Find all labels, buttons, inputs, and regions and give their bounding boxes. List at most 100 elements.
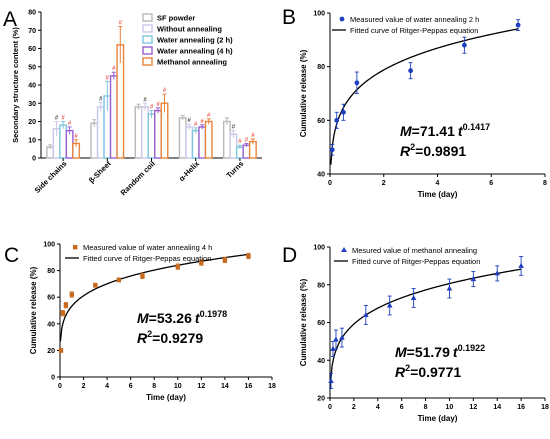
bar xyxy=(90,122,99,159)
data-point xyxy=(222,257,228,263)
y-tick-label: 10 xyxy=(28,137,36,144)
equation-part: t xyxy=(195,310,201,326)
panel-b-release-chart: 40 60 80 100 0 2 4 6 8 Time (day) Cumulative relea… xyxy=(299,11,547,200)
bar xyxy=(147,113,156,159)
data-point xyxy=(199,260,204,265)
panel-letter-c: C xyxy=(4,244,19,267)
data-point xyxy=(329,147,335,153)
significance-mark: # xyxy=(188,118,192,124)
data-point xyxy=(333,336,339,342)
data-point xyxy=(470,276,477,282)
significance-mark: # xyxy=(112,66,116,72)
x-tick-label: 14 xyxy=(221,383,229,390)
x-tick-label: 0 xyxy=(328,404,332,411)
data-point xyxy=(410,294,417,300)
equation-part: =53.26 xyxy=(149,310,192,326)
x-tick-label: 6 xyxy=(489,180,493,187)
fitted-curve xyxy=(329,268,522,386)
significance-mark: # xyxy=(74,134,78,140)
fitted-curve xyxy=(330,28,519,165)
significance-mark: # xyxy=(163,88,167,94)
legend-entry: Measured value of water annealing 2 h xyxy=(350,15,479,24)
data-point xyxy=(461,42,467,48)
equation-part: t xyxy=(458,123,464,139)
x-tick-label: 14 xyxy=(493,404,501,411)
x-tick-label: 2 xyxy=(82,383,86,390)
y-tick-label: 80 xyxy=(47,268,55,275)
data-point xyxy=(93,283,98,288)
y-tick-label: 40 xyxy=(47,321,55,328)
data-point xyxy=(175,264,180,269)
equation-part: 0.1922 xyxy=(458,343,486,353)
legend-entry: Water annealing (2 h) xyxy=(157,36,233,45)
data-point xyxy=(354,80,360,86)
bar xyxy=(191,129,200,159)
equation-part: 0.1417 xyxy=(463,122,491,132)
r-squared-part: 2 xyxy=(405,363,410,373)
legend-entry: SF powder xyxy=(157,14,195,23)
x-tick-label: 6 xyxy=(400,404,404,411)
legend-swatch xyxy=(142,57,153,66)
legend-marker xyxy=(339,16,345,22)
x-tick-label: 2 xyxy=(352,404,356,411)
r-squared-part: R xyxy=(400,143,411,159)
significance-mark: # xyxy=(143,97,147,103)
bar xyxy=(109,75,118,159)
legend-entry: Methanol annealing xyxy=(157,58,227,67)
x-tick-label: 4 xyxy=(436,180,440,187)
legend-swatch xyxy=(142,24,153,33)
significance-mark: # xyxy=(68,121,72,127)
equation-label: M=71.41 t0.1417 xyxy=(400,122,490,139)
bar xyxy=(204,120,213,159)
legend-entry: Measured value of water annealing 4 h xyxy=(83,243,212,252)
significance-mark: # xyxy=(61,116,65,122)
legend-entry: Fitted curve of Ritger-Peppas equation xyxy=(350,26,478,35)
bar xyxy=(65,129,74,159)
x-tick-label: 8 xyxy=(152,383,156,390)
data-point xyxy=(63,302,69,308)
bar xyxy=(185,126,194,159)
x-tick-label: 8 xyxy=(543,180,547,187)
x-tick-label: 16 xyxy=(517,404,525,411)
panel-letter-d: D xyxy=(282,244,297,267)
data-point xyxy=(446,285,453,291)
legend-marker xyxy=(341,247,347,252)
y-tick-label: 50 xyxy=(28,64,36,71)
data-point xyxy=(386,302,393,308)
legend-swatch xyxy=(142,35,153,44)
panel-c-release-chart: 0 20 40 60 80 100 0 2 4 6 8 10 12 14 16 18 Time (day) Cum… xyxy=(29,242,276,403)
x-tick-label: α-Helix xyxy=(177,158,202,183)
x-tick-label: 10 xyxy=(446,404,454,411)
r-squared-part: =0.9279 xyxy=(152,330,203,346)
r-squared-part: R xyxy=(395,364,406,380)
significance-mark: # xyxy=(232,125,236,131)
x-tick-label: β-Sheet xyxy=(87,159,113,185)
y-axis-label: Cumulative release (%) xyxy=(29,266,38,354)
x-tick-label: 4 xyxy=(105,383,109,390)
y-tick-label: 60 xyxy=(317,118,325,125)
y-tick-label: 40 xyxy=(317,358,325,365)
data-point xyxy=(339,334,345,340)
r-squared-part: 2 xyxy=(410,142,415,152)
data-point xyxy=(363,311,369,317)
y-axis-label: Cumulative release (%) xyxy=(299,278,308,366)
bar xyxy=(59,124,68,159)
x-tick-label: 12 xyxy=(197,383,205,390)
x-tick-label: 2 xyxy=(382,180,386,187)
r-squared-part: R xyxy=(137,330,148,346)
data-point xyxy=(328,378,334,384)
y-axis-label: Cumulative release (%) xyxy=(299,49,308,137)
legend-entry: Fitted curve of Ritger-Peppas equation xyxy=(83,254,211,263)
data-point xyxy=(515,22,521,28)
y-axis-label: Secondary structure content (%) xyxy=(11,27,20,143)
equation-part: M xyxy=(400,123,412,139)
significance-mark: # xyxy=(106,75,110,81)
panel-letter-b: B xyxy=(282,6,296,29)
panel-d-release-chart: 20 40 60 80 100 0 2 4 6 8 10 12 14 16 18 Time (day) Cumu… xyxy=(299,245,549,424)
data-point xyxy=(140,273,145,279)
x-axis-label: Time (day) xyxy=(418,414,458,423)
y-tick-label: 100 xyxy=(313,245,325,252)
significance-mark: # xyxy=(55,116,59,122)
panel-a-bar-chart: 0 10 20 30 40 50 60 70 80 Secondary structure con… xyxy=(11,10,262,197)
